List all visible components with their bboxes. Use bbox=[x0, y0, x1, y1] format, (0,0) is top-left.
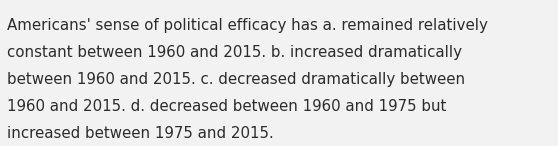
Text: 1960 and 2015. d. decreased between 1960 and 1975 but: 1960 and 2015. d. decreased between 1960… bbox=[7, 99, 446, 114]
Text: Americans' sense of political efficacy has a. remained relatively: Americans' sense of political efficacy h… bbox=[7, 18, 488, 33]
Text: constant between 1960 and 2015. b. increased dramatically: constant between 1960 and 2015. b. incre… bbox=[7, 45, 462, 60]
Text: increased between 1975 and 2015.: increased between 1975 and 2015. bbox=[7, 126, 274, 141]
Text: between 1960 and 2015. c. decreased dramatically between: between 1960 and 2015. c. decreased dram… bbox=[7, 72, 465, 87]
